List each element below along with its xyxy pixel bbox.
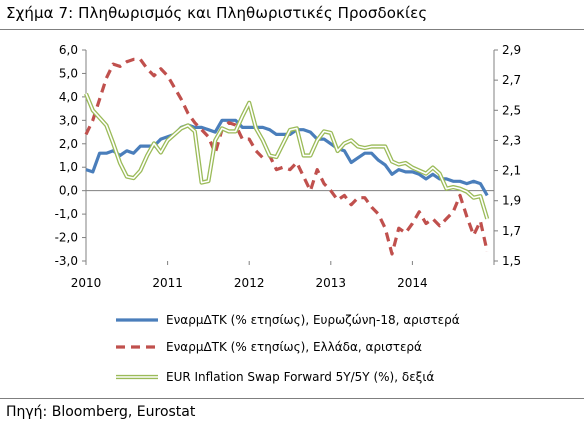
x-tick-label: 2014 <box>397 276 428 290</box>
y-left-tick-label: -2,0 <box>55 231 78 245</box>
title-divider <box>0 29 584 30</box>
y-left-tick-label: 4,0 <box>59 90 78 104</box>
y-right-tick-label: 1,9 <box>502 194 521 208</box>
series-line-3 <box>85 93 488 220</box>
legend-label-2: ΕναρμΔΤΚ (% ετησίως), Ελλάδα, αριστερά <box>166 340 422 354</box>
y-right-tick-label: 2,5 <box>502 103 521 117</box>
y-right-tick-label: 2,9 <box>502 43 521 57</box>
y-right-tick-label: 2,7 <box>502 73 521 87</box>
y-left-tick-label: 5,0 <box>59 66 78 80</box>
y-left-tick-label: -3,0 <box>55 254 78 268</box>
y-left-tick-label: 1,0 <box>59 160 78 174</box>
source-divider <box>0 398 584 399</box>
x-tick-label: 2010 <box>71 276 102 290</box>
y-left-tick-label: 6,0 <box>59 43 78 57</box>
source-note: Πηγή: Bloomberg, Eurostat <box>6 404 196 420</box>
legend-label-1: ΕναρμΔΤΚ (% ετησίως), Ευρωζώνη-18, αριστ… <box>166 313 460 327</box>
y-left-tick-label: -1,0 <box>55 207 78 221</box>
y-left-tick-label: 0,0 <box>59 184 78 198</box>
chart-title: Σχήμα 7: Πληθωρισμός και Πληθωριστικές Π… <box>6 4 428 22</box>
y-right-tick-label: 1,5 <box>502 254 521 268</box>
legend-label-3: EUR Inflation Swap Forward 5Y/5Y (%), δε… <box>166 370 434 384</box>
y-right-tick-label: 2,3 <box>502 133 521 147</box>
y-left-tick-label: 3,0 <box>59 113 78 127</box>
x-tick-label: 2012 <box>234 276 265 290</box>
series-line-2 <box>84 57 489 256</box>
y-left-tick-label: 2,0 <box>59 137 78 151</box>
y-right-tick-label: 2,1 <box>502 164 521 178</box>
y-right-tick-label: 1,7 <box>502 224 521 238</box>
x-tick-label: 2013 <box>316 276 347 290</box>
x-tick-label: 2011 <box>152 276 183 290</box>
